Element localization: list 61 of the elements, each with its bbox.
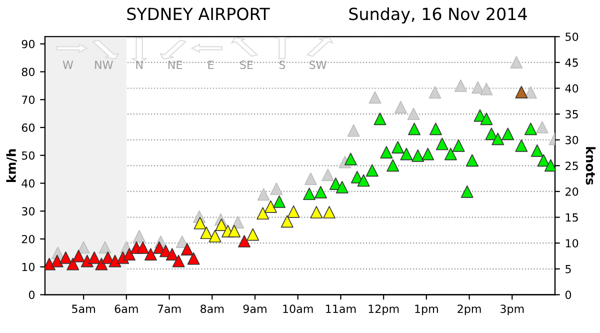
x-tick-label: 2pm [458, 304, 481, 316]
point [536, 120, 548, 134]
x-tick-label: 9am [243, 304, 266, 314]
y2-tick-label: 10 [566, 239, 578, 248]
y-tick-label: 10 [22, 262, 35, 272]
y2-tick-label: 25 [566, 162, 578, 170]
y-tick-label: 40 [22, 179, 35, 188]
point [480, 82, 493, 96]
y2-tick-label: 50 [566, 32, 578, 42]
y-tick-label: 0 [28, 290, 35, 300]
point [133, 230, 146, 242]
y2-tick-label: 35 [566, 110, 578, 118]
y2-tick-label: 30 [566, 136, 578, 144]
x-tick-label: 10am [283, 304, 313, 314]
point [454, 79, 467, 92]
y2-tick-label: 40 [565, 84, 578, 93]
point [347, 124, 360, 137]
y-axis-title: km/h [6, 149, 17, 182]
y-tick-label: 80 [22, 68, 35, 76]
chart-title: SYDNEY AIRPORT [127, 8, 270, 20]
point [304, 172, 317, 185]
y2-tick-label: 0 [565, 290, 572, 300]
annotation: N [136, 60, 142, 69]
point [407, 108, 420, 120]
point [98, 241, 112, 254]
point [270, 182, 283, 196]
y-tick-label: 60 [22, 123, 35, 132]
y-tick-label: 50 [22, 151, 35, 160]
y-tick-label: 70 [22, 96, 35, 104]
point [428, 86, 442, 99]
annotation: NW [95, 60, 113, 69]
annotation: W [62, 60, 74, 69]
y-tick-label: 90 [22, 40, 35, 48]
y2-tick-label: 15 [566, 213, 578, 222]
point [368, 91, 382, 104]
y2-tick-label: 5 [566, 265, 571, 274]
y-tick-label: 20 [22, 234, 35, 244]
x-tick-label: 8am [200, 304, 224, 314]
x-tick-label: 6am [114, 304, 138, 314]
annotation: SW [310, 60, 327, 70]
x-tick-label: 5am [72, 304, 95, 314]
y2-tick-label: 20 [566, 187, 578, 196]
point [322, 168, 334, 182]
chart-subtitle: Sunday, 16 Nov 2014 [349, 7, 527, 24]
annotation: E [208, 60, 214, 69]
annotation: SE [240, 60, 253, 70]
point [232, 216, 244, 228]
annotation: S [279, 60, 286, 70]
y-tick-label: 30 [22, 207, 35, 216]
y2-axis-title: knots [586, 147, 596, 185]
point [510, 56, 523, 68]
x-tick-label: 3pm [500, 304, 524, 316]
x-tick-label: 11am [326, 304, 356, 314]
point [257, 188, 270, 201]
x-tick-label: 12pm [368, 304, 399, 316]
point [524, 86, 537, 99]
annotation: NE [168, 60, 182, 69]
y2-tick-label: 45 [565, 58, 578, 67]
x-tick-label: 7am [158, 304, 181, 314]
x-tick-label: 1pm [415, 304, 438, 316]
point [394, 100, 407, 114]
